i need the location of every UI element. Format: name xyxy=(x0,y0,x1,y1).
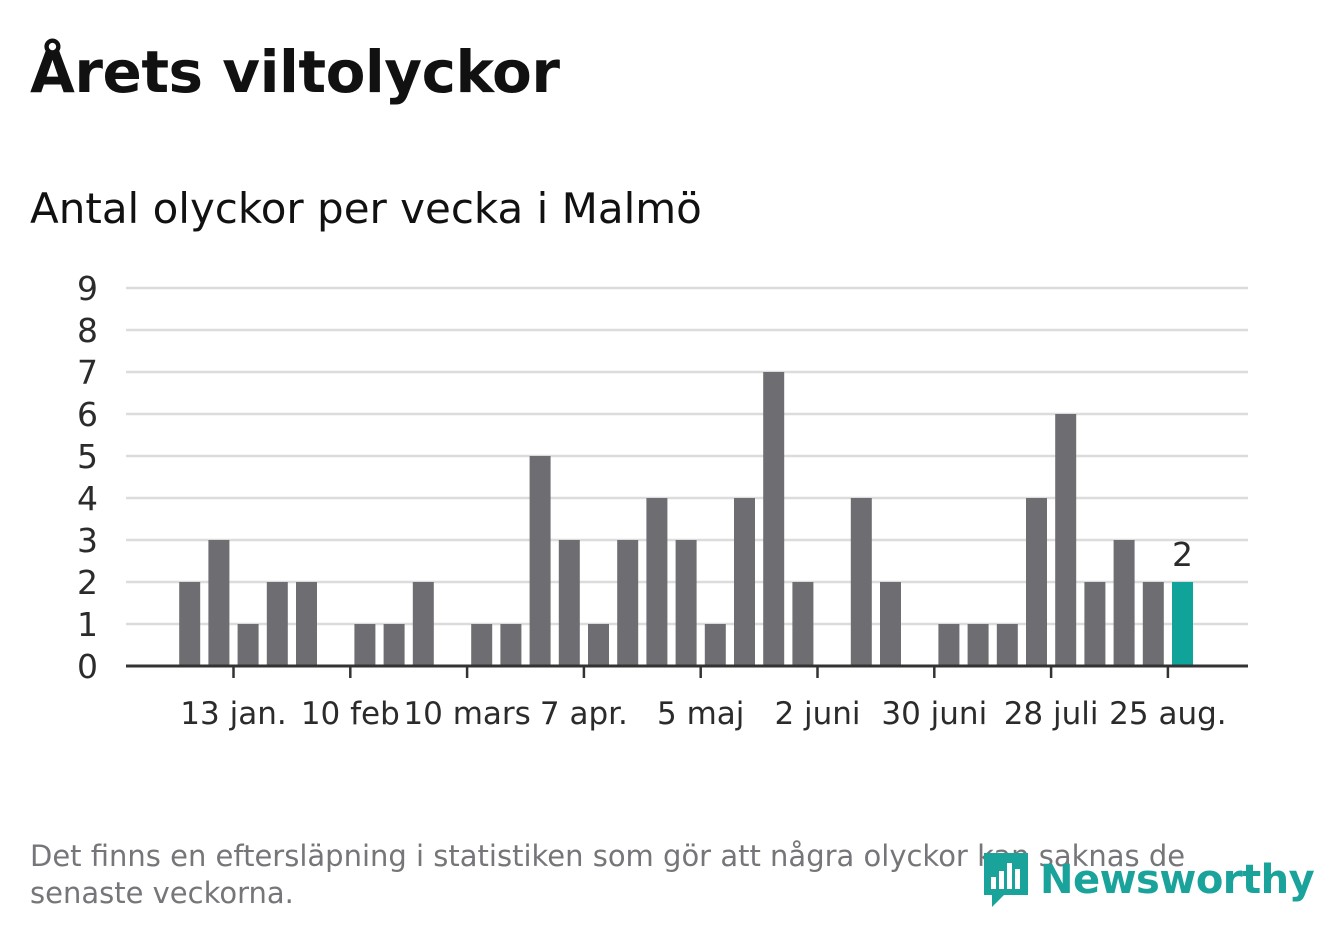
bar xyxy=(646,498,668,666)
bar xyxy=(880,582,901,666)
bar xyxy=(763,372,785,666)
bar xyxy=(967,624,989,666)
bar xyxy=(266,582,288,666)
x-tick-label: 10 feb xyxy=(301,696,400,732)
x-tick-label: 13 jan. xyxy=(180,696,286,732)
bar xyxy=(675,540,697,666)
bar xyxy=(996,624,1018,666)
bar xyxy=(588,624,609,666)
bar xyxy=(412,582,434,666)
bar xyxy=(1055,414,1077,666)
brand-logo: Newsworthy xyxy=(980,848,1315,912)
y-tick-label: 1 xyxy=(77,605,98,644)
bar xyxy=(617,540,639,666)
y-tick-label: 9 xyxy=(77,269,98,308)
x-tick-label: 2 juni xyxy=(774,696,860,732)
bar xyxy=(734,498,755,666)
highlighted-bar xyxy=(1172,582,1193,666)
x-tick-label: 5 maj xyxy=(657,696,744,732)
y-tick-label: 2 xyxy=(77,563,98,602)
x-tick-label: 30 juni xyxy=(881,696,987,732)
brand-name: Newsworthy xyxy=(1040,857,1315,903)
bar xyxy=(792,582,814,666)
x-tick-label: 28 juli xyxy=(1004,696,1099,732)
y-tick-label: 4 xyxy=(77,479,98,518)
bar-chart-speech-bubble-icon xyxy=(984,853,1028,907)
bar xyxy=(237,624,259,666)
bar xyxy=(208,540,230,666)
y-tick-label: 7 xyxy=(77,353,98,392)
y-tick-label: 6 xyxy=(77,395,98,434)
y-tick-label: 0 xyxy=(77,647,98,686)
y-tick-label: 3 xyxy=(77,521,98,560)
chart-subtitle: Antal olyckor per vecka i Malmö xyxy=(30,184,702,233)
bar xyxy=(1142,582,1164,666)
bar xyxy=(704,624,726,666)
bar xyxy=(529,456,551,666)
bar xyxy=(558,540,580,666)
bar xyxy=(500,624,522,666)
x-tick-label: 25 aug. xyxy=(1109,696,1226,732)
bar xyxy=(383,624,405,666)
x-tick-label: 10 mars xyxy=(403,696,530,732)
bar xyxy=(471,624,493,666)
y-tick-label: 8 xyxy=(77,311,98,350)
bar xyxy=(850,498,872,666)
y-tick-label: 5 xyxy=(77,437,98,476)
x-tick-label: 7 apr. xyxy=(540,696,628,732)
page-title: Årets viltolyckor xyxy=(30,38,560,106)
bar xyxy=(1026,498,1047,666)
bar xyxy=(179,582,201,666)
bar xyxy=(354,624,376,666)
bar xyxy=(1113,540,1135,666)
bar xyxy=(1084,582,1106,666)
bar xyxy=(296,582,317,666)
bar xyxy=(938,624,960,666)
data-label: 2 xyxy=(1172,535,1193,574)
